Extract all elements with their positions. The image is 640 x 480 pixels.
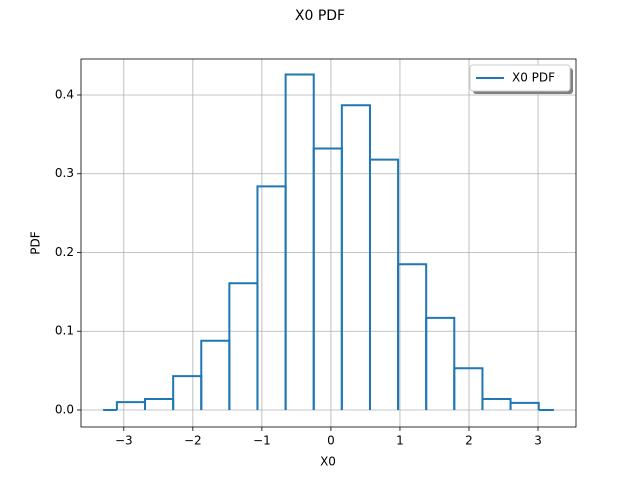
x-tick-label: −3 xyxy=(115,434,133,448)
x-tick-label: 2 xyxy=(465,434,473,448)
histogram-bar xyxy=(115,401,146,410)
y-tick-label: 0.4 xyxy=(55,87,74,101)
histogram-bar xyxy=(425,316,456,410)
x-axis-label: X0 xyxy=(320,455,336,469)
y-tick-label: 0.0 xyxy=(55,402,74,416)
y-tick-label: 0.1 xyxy=(55,324,74,338)
histogram-bar xyxy=(453,367,484,410)
histogram-bar xyxy=(368,158,400,410)
histogram-bar xyxy=(509,401,540,410)
x-tick-label: −1 xyxy=(253,434,271,448)
histogram-bar xyxy=(312,147,343,410)
x-tick-label: −2 xyxy=(184,434,202,448)
legend-label: X0 PDF xyxy=(512,71,555,85)
histogram-bar xyxy=(340,104,371,410)
histogram-bar xyxy=(172,375,203,410)
histogram-bar xyxy=(228,282,259,410)
chart-title: X0 PDF xyxy=(295,8,345,24)
plot-frame xyxy=(80,58,577,428)
histogram-bar xyxy=(397,263,428,410)
histogram-bar xyxy=(284,73,315,410)
histogram-bar xyxy=(200,339,231,410)
y-tick-label: 0.3 xyxy=(55,166,74,180)
x-tick-label: 3 xyxy=(534,434,542,448)
x-tick-label: 0 xyxy=(327,434,335,448)
x-tick-label: 1 xyxy=(396,434,404,448)
legend xyxy=(469,64,571,92)
y-tick-label: 0.2 xyxy=(55,245,74,259)
histogram-bar xyxy=(143,397,175,410)
y-axis-label: PDF xyxy=(29,231,43,254)
histogram-bar xyxy=(481,397,512,410)
